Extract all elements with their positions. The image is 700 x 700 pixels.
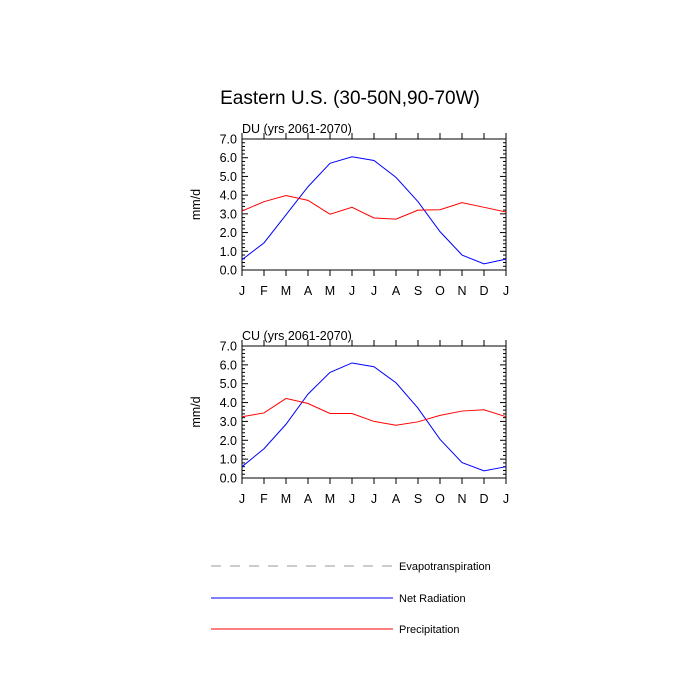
y-tick-label: 5.0 xyxy=(220,170,237,184)
y-tick-label: 4.0 xyxy=(220,189,237,203)
series-line-net-radiation xyxy=(241,156,507,265)
y-tick-label: 3.0 xyxy=(220,415,237,429)
y-axis-label: mm/d xyxy=(189,396,203,427)
plot-frame xyxy=(241,138,507,271)
x-tick-label: F xyxy=(260,284,268,298)
x-tick-label: S xyxy=(414,284,422,298)
series-line-precipitation xyxy=(241,397,507,426)
legend-item-precipitation: Precipitation xyxy=(211,624,460,636)
x-tick-label: J xyxy=(371,284,377,298)
y-tick-label: 3.0 xyxy=(220,207,237,221)
y-tick-label: 7.0 xyxy=(220,133,237,147)
y-tick-label: 5.0 xyxy=(220,377,237,391)
legend-label: Net Radiation xyxy=(399,593,466,605)
panel-title: CU (yrs 2061-2070) xyxy=(242,329,352,343)
x-tick-label: J xyxy=(239,492,245,506)
legend-item-net-radiation: Net Radiation xyxy=(211,593,466,605)
chart-panels: DU (yrs 2061-2070) 0.0 1.0 2.0 3.0 4.0 5.0 6.0 7… xyxy=(189,122,509,506)
x-tick-label: N xyxy=(457,284,466,298)
series-line-precipitation xyxy=(241,195,507,220)
y-tick-label: 1.0 xyxy=(220,453,237,467)
x-tick-label: M xyxy=(325,284,335,298)
x-tick-label: J xyxy=(239,284,245,298)
x-tick-label: A xyxy=(392,492,401,506)
series-line-net-radiation xyxy=(241,362,507,472)
x-tick-label: M xyxy=(281,492,291,506)
chart-panel-2: CU (yrs 2061-2070) 0.0 1.0 2.0 3.0 4.0 5.0 6.0 7… xyxy=(189,329,509,506)
y-tick-label: 1.0 xyxy=(220,245,237,259)
y-tick-label: 6.0 xyxy=(220,151,237,165)
x-tick-label: D xyxy=(479,492,488,506)
x-tick-label: O xyxy=(435,284,445,298)
x-tick-label: J xyxy=(349,492,355,506)
legend: Evapotranspiration Net Radiation Precipita… xyxy=(211,561,491,636)
y-tick-label: 0.0 xyxy=(220,264,237,278)
x-tick-label: F xyxy=(260,492,268,506)
legend-label: Evapotranspiration xyxy=(399,561,491,573)
y-tick-label: 2.0 xyxy=(220,434,237,448)
x-tick-label: A xyxy=(392,284,401,298)
x-tick-label: A xyxy=(304,284,313,298)
x-tick-label: D xyxy=(479,284,488,298)
x-tick-label: M xyxy=(281,284,291,298)
x-tick-label: A xyxy=(304,492,313,506)
y-tick-label: 0.0 xyxy=(220,472,237,486)
x-tick-label: S xyxy=(414,492,422,506)
x-tick-label: O xyxy=(435,492,445,506)
x-tick-label: M xyxy=(325,492,335,506)
y-tick-label: 7.0 xyxy=(220,340,237,354)
legend-item-evapotranspiration: Evapotranspiration xyxy=(211,561,491,573)
x-tick-label: J xyxy=(349,284,355,298)
y-axis-label: mm/d xyxy=(189,189,203,220)
legend-label: Precipitation xyxy=(399,624,460,636)
x-tick-label: J xyxy=(503,284,509,298)
x-tick-label: N xyxy=(457,492,466,506)
y-tick-label: 4.0 xyxy=(220,396,237,410)
y-tick-label: 2.0 xyxy=(220,226,237,240)
chart-panel-1: DU (yrs 2061-2070) 0.0 1.0 2.0 3.0 4.0 5.0 6.0 7… xyxy=(189,122,509,298)
figure-title: Eastern U.S. (30-50N,90-70W) xyxy=(220,88,480,109)
x-tick-label: J xyxy=(503,492,509,506)
x-tick-label: J xyxy=(371,492,377,506)
plot-frame xyxy=(241,345,507,479)
panel-title: DU (yrs 2061-2070) xyxy=(242,122,352,136)
y-tick-label: 6.0 xyxy=(220,358,237,372)
